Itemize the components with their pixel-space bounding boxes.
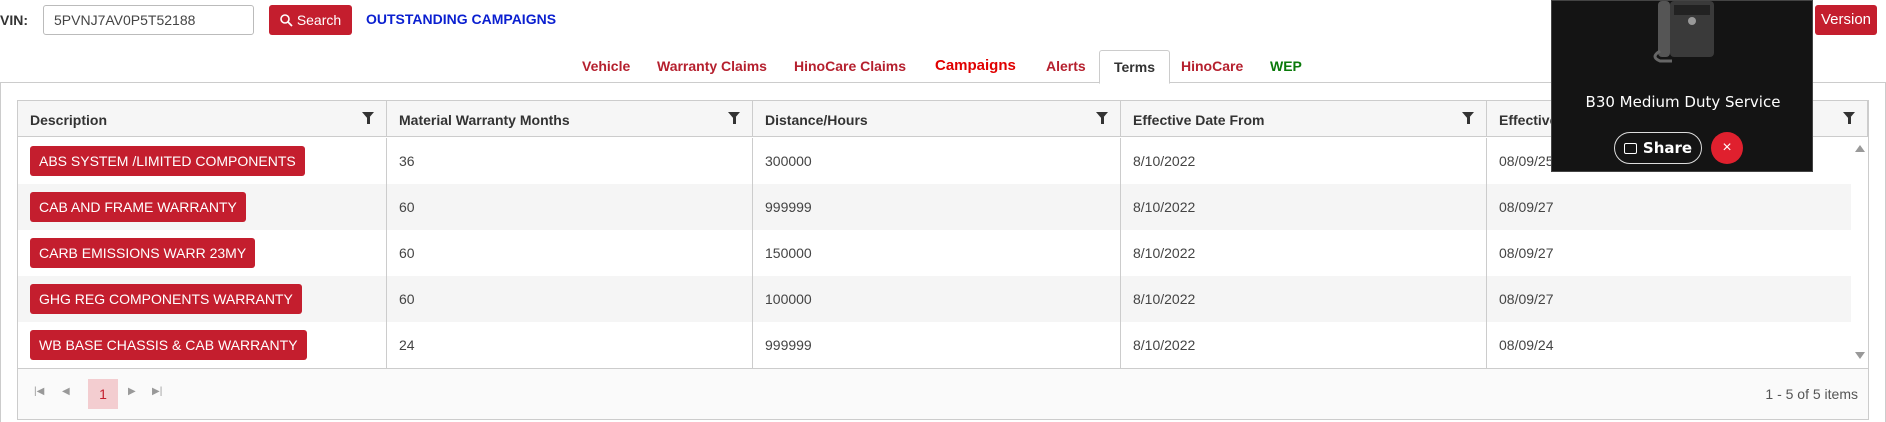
filter-icon[interactable]	[728, 112, 740, 124]
column-header-effective-date-from[interactable]: Effective Date From	[1121, 101, 1487, 137]
column-header-effective-date-to[interactable]: Effective	[1487, 101, 1868, 137]
filter-icon[interactable]	[1462, 112, 1474, 124]
table-cell: 60	[387, 230, 753, 276]
filter-icon[interactable]	[1096, 112, 1108, 124]
table-cell: 300000	[753, 138, 1121, 184]
search-button[interactable]: Search	[269, 5, 352, 35]
table-cell: 999999	[753, 322, 1121, 368]
tab-terms[interactable]: Terms	[1099, 50, 1170, 84]
vin-label: VIN:	[0, 12, 28, 28]
popup-title: B30 Medium Duty Service	[1585, 93, 1781, 111]
table-cell: CAB AND FRAME WARRANTY	[18, 184, 387, 230]
table-cell: 08/09/25	[1499, 153, 1554, 169]
next-page-icon[interactable]: ▶	[128, 386, 136, 397]
desk-phone-icon	[1653, 1, 1714, 63]
table-cell: 60	[387, 276, 753, 322]
pager: |◀ ◀ 1 ▶ ▶| 1 - 5 of 5 items	[18, 368, 1868, 419]
term-description-button[interactable]: ABS SYSTEM /LIMITED COMPONENTS	[30, 146, 305, 176]
column-label: Effective Date From	[1133, 112, 1265, 128]
table-cell: 8/10/2022	[1121, 322, 1487, 368]
table-cell: 8/10/2022	[1121, 138, 1487, 184]
vertical-scrollbar[interactable]	[1851, 137, 1868, 367]
table-cell: 36	[387, 138, 753, 184]
table-cell: 08/09/27	[1499, 199, 1554, 215]
column-header-material-warranty-months[interactable]: Material Warranty Months	[387, 101, 753, 137]
term-description-button[interactable]: CARB EMISSIONS WARR 23MY	[30, 238, 256, 268]
column-header-distance-hours[interactable]: Distance/Hours	[753, 101, 1121, 137]
column-label: Material Warranty Months	[399, 112, 570, 128]
tab-hinocare[interactable]: HinoCare	[1181, 58, 1244, 74]
version-button[interactable]: Version	[1815, 5, 1877, 35]
tab-campaigns[interactable]: Campaigns	[935, 57, 1016, 74]
pager-info: 1 - 5 of 5 items	[1765, 386, 1858, 402]
table-cell: GHG REG COMPONENTS WARRANTY	[18, 276, 387, 322]
tab-bar: Vehicle Warranty Claims HinoCare Claims …	[0, 50, 1886, 84]
tab-vehicle[interactable]: Vehicle	[582, 58, 631, 74]
tab-wep[interactable]: WEP	[1270, 58, 1302, 74]
table-row: WB BASE CHASSIS & CAB WARRANTY 24 999999 8/…	[18, 322, 1851, 368]
table-cell: 8/10/2022	[1121, 276, 1487, 322]
table-row: CARB EMISSIONS WARR 23MY 60 150000 8/10/202…	[18, 230, 1851, 276]
term-description-button[interactable]: CAB AND FRAME WARRANTY	[30, 192, 246, 222]
tab-warranty-claims[interactable]: Warranty Claims	[657, 58, 767, 74]
filter-icon[interactable]	[362, 112, 374, 124]
table-cell: 08/09/27	[1499, 245, 1554, 261]
first-page-icon[interactable]: |◀	[34, 386, 45, 397]
column-label: Description	[30, 112, 108, 128]
outstanding-campaigns-link[interactable]: OUTSTANDING CAMPAIGNS	[366, 11, 557, 27]
table-row: CAB AND FRAME WARRANTY 60 999999 8/10/2022 0…	[18, 184, 1851, 230]
column-header-description[interactable]: Description	[18, 101, 387, 137]
table-cell: 08/09/24	[1499, 337, 1554, 353]
column-label: Distance/Hours	[765, 112, 868, 128]
close-call-button[interactable]: ×	[1711, 132, 1743, 164]
table-cell: 100000	[753, 276, 1121, 322]
table-cell: 150000	[753, 230, 1121, 276]
search-label: Search	[296, 12, 342, 28]
share-button[interactable]: Share	[1614, 132, 1702, 164]
tab-hinocare-claims[interactable]: HinoCare Claims	[794, 58, 907, 74]
column-label: Effective	[1499, 112, 1558, 128]
table-cell: CARB EMISSIONS WARR 23MY	[18, 230, 387, 276]
search-icon	[280, 13, 293, 27]
tab-alerts[interactable]: Alerts	[1046, 58, 1086, 74]
page-1-button[interactable]: 1	[88, 379, 118, 409]
last-page-icon[interactable]: ▶|	[152, 386, 163, 397]
term-description-button[interactable]: WB BASE CHASSIS & CAB WARRANTY	[30, 330, 307, 360]
table-cell: 8/10/2022	[1121, 230, 1487, 276]
term-description-button[interactable]: GHG REG COMPONENTS WARRANTY	[30, 284, 302, 314]
call-popup: B30 Medium Duty Service Share ×	[1551, 0, 1813, 172]
table-row: ABS SYSTEM /LIMITED COMPONENTS 36 300000 8/…	[18, 138, 1851, 184]
table-cell: 08/09/27	[1499, 291, 1554, 307]
filter-icon[interactable]	[1843, 112, 1855, 124]
share-screen-icon	[1623, 142, 1637, 154]
share-label: Share	[1642, 139, 1693, 157]
scroll-up-icon[interactable]	[1855, 145, 1865, 152]
table-cell: WB BASE CHASSIS & CAB WARRANTY	[18, 322, 387, 368]
prev-page-icon[interactable]: ◀	[62, 386, 70, 397]
table-cell: 24	[387, 322, 753, 368]
table-cell: 8/10/2022	[1121, 184, 1487, 230]
table-row: GHG REG COMPONENTS WARRANTY 60 100000 8/10/…	[18, 276, 1851, 322]
table-cell: 999999	[753, 184, 1121, 230]
vin-input[interactable]	[43, 5, 254, 35]
table-cell: 60	[387, 184, 753, 230]
scroll-down-icon[interactable]	[1855, 352, 1865, 359]
table-cell: ABS SYSTEM /LIMITED COMPONENTS	[18, 138, 387, 184]
